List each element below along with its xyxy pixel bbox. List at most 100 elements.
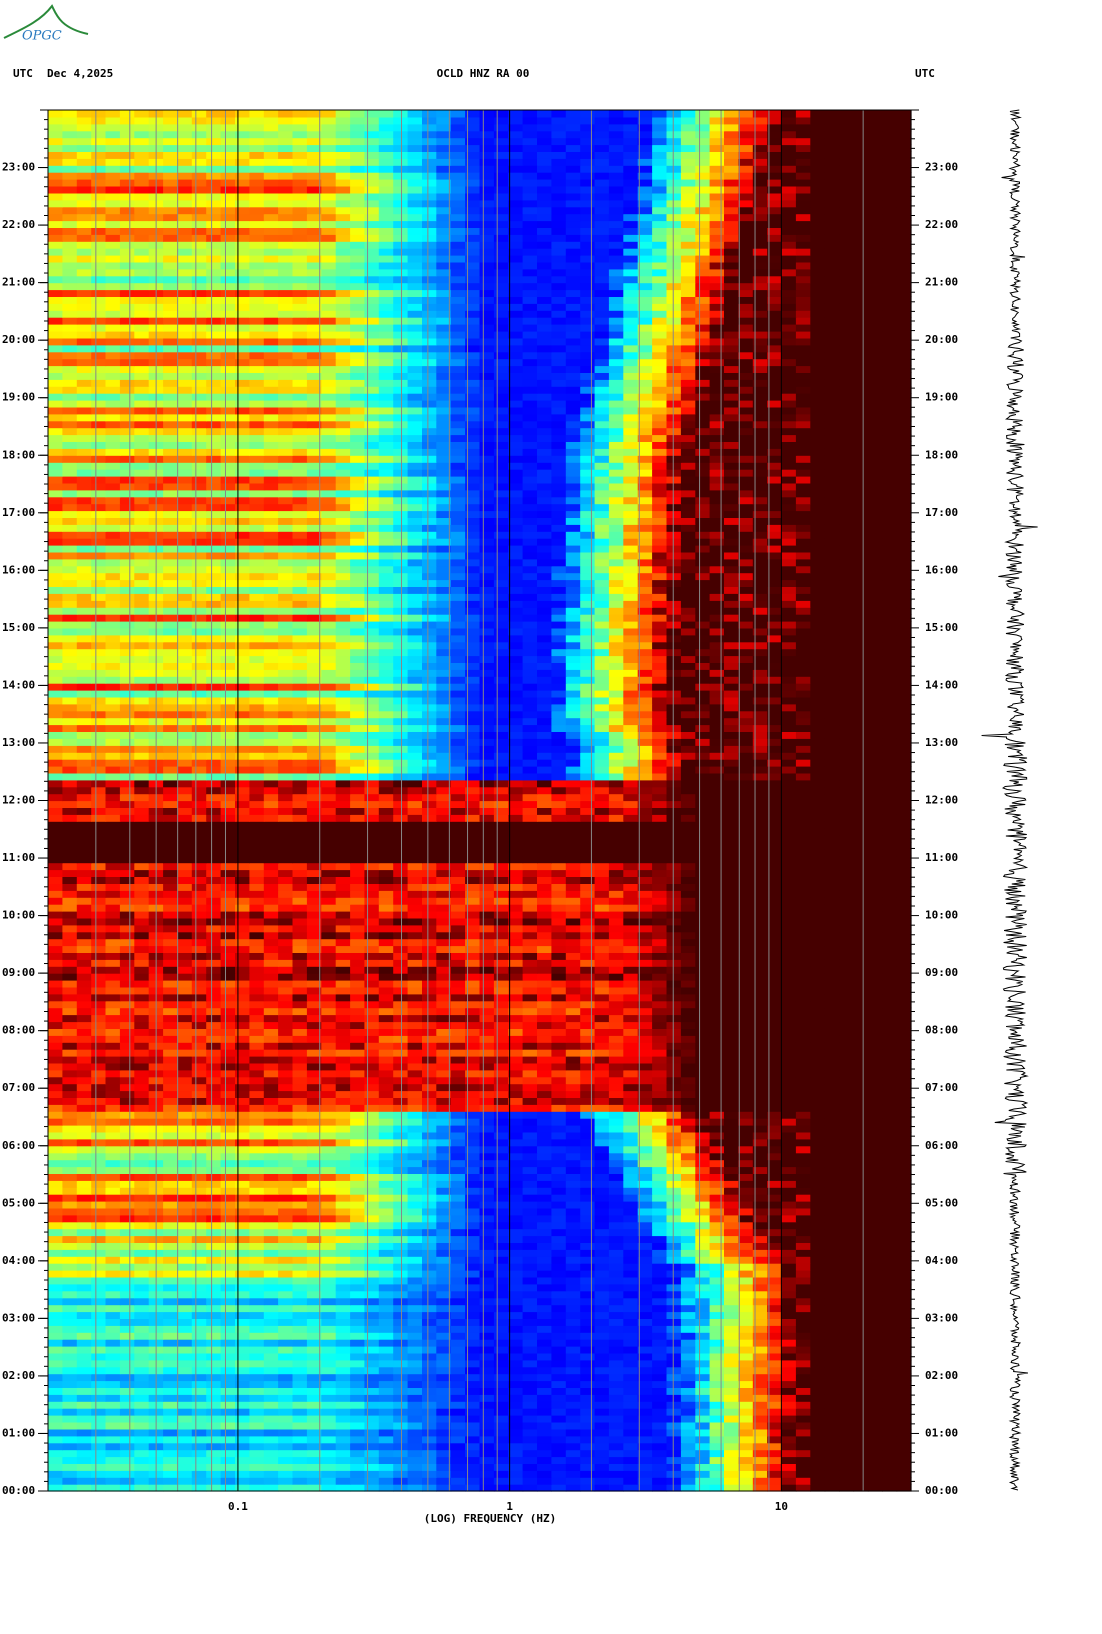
spectrogram-cell xyxy=(436,1166,452,1174)
spectrogram-cell xyxy=(795,1000,811,1009)
spectrogram-cell xyxy=(580,1187,596,1195)
spectrogram-cell xyxy=(335,1332,351,1340)
spectrogram-cell xyxy=(580,1311,596,1319)
spectrogram-cell xyxy=(335,1042,351,1050)
spectrogram-cell xyxy=(680,1214,696,1223)
spectrogram-cell xyxy=(292,1228,308,1237)
spectrogram-cell xyxy=(378,993,394,1002)
spectrogram-cell xyxy=(882,1173,898,1181)
spectrogram-cell xyxy=(709,1290,725,1299)
spectrogram-cell xyxy=(206,1442,222,1451)
spectrogram-cell xyxy=(422,959,437,967)
spectrogram-cell xyxy=(695,1318,711,1326)
spectrogram-cell xyxy=(752,1083,768,1092)
spectrogram-cell xyxy=(594,1145,610,1154)
spectrogram-cell xyxy=(48,1097,63,1105)
spectrogram-cell xyxy=(292,1477,308,1485)
spectrogram-cell xyxy=(479,1201,495,1209)
spectrogram-cell xyxy=(767,993,783,1002)
spectrogram-cell xyxy=(867,1428,883,1437)
spectrogram-cell xyxy=(839,945,855,953)
spectrogram-cell xyxy=(321,1242,337,1250)
spectrogram-cell xyxy=(249,993,265,1002)
spectrogram-cell xyxy=(235,1049,250,1057)
spectrogram-cell xyxy=(479,959,495,967)
spectrogram-cell xyxy=(565,1352,581,1361)
spectrogram-cell xyxy=(882,1270,898,1278)
spectrogram-cell xyxy=(781,1256,797,1264)
spectrogram-cell xyxy=(306,1097,322,1105)
spectrogram-cell xyxy=(422,938,437,947)
spectrogram-cell xyxy=(306,1214,322,1223)
spectrogram-cell xyxy=(479,1394,495,1402)
spectrogram-cell xyxy=(393,1152,409,1161)
spectrogram-cell xyxy=(177,1373,193,1382)
spectrogram-cell xyxy=(867,1035,883,1043)
spectrogram-cell xyxy=(249,1394,265,1402)
spectrogram-cell xyxy=(637,1214,653,1223)
spectrogram-cell xyxy=(48,980,63,988)
spectrogram-cell xyxy=(738,1415,754,1423)
spectrogram-cell xyxy=(565,1470,581,1478)
spectrogram-cell xyxy=(364,1166,380,1174)
spectrogram-cell xyxy=(824,1049,840,1057)
spectrogram-cell xyxy=(292,1090,308,1098)
spectrogram-cell xyxy=(767,1028,783,1036)
spectrogram-cell xyxy=(695,1062,711,1071)
spectrogram-cell xyxy=(551,1463,567,1471)
spectrogram-cell xyxy=(479,1470,495,1478)
spectrogram-cell xyxy=(810,1415,826,1423)
spectrogram-cell xyxy=(105,1159,121,1168)
spectrogram-cell xyxy=(62,945,78,953)
spectrogram-cell xyxy=(91,1346,107,1354)
spectrogram-cell xyxy=(522,1194,538,1202)
spectrogram-cell xyxy=(551,1180,567,1188)
spectrogram-cell xyxy=(177,1366,193,1375)
spectrogram-cell xyxy=(465,1138,481,1147)
spectrogram-cell xyxy=(235,1373,250,1382)
spectrogram-cell xyxy=(249,1290,265,1299)
spectrogram-cell xyxy=(565,1290,581,1299)
spectrogram-cell xyxy=(767,938,783,947)
spectrogram-cell xyxy=(493,1318,509,1326)
spectrogram-cell xyxy=(407,973,423,981)
spectrogram-cell xyxy=(465,1373,481,1382)
spectrogram-cell xyxy=(666,1228,682,1237)
spectrogram-cell xyxy=(565,1138,581,1147)
spectrogram-cell xyxy=(163,1242,179,1250)
spectrogram-cell xyxy=(724,1242,739,1250)
spectrogram-cell xyxy=(306,986,322,995)
spectrogram-cell xyxy=(608,1097,624,1105)
spectrogram-cell xyxy=(105,1380,121,1388)
spectrogram-cell xyxy=(105,1069,121,1078)
spectrogram-cell xyxy=(450,1214,466,1223)
spectrogram-cell xyxy=(637,1318,653,1326)
spectrogram-cell xyxy=(119,1394,135,1402)
spectrogram-cell xyxy=(882,952,898,960)
spectrogram-cell xyxy=(364,1311,380,1319)
spectrogram-cell xyxy=(105,924,121,933)
spectrogram-cell xyxy=(278,1339,294,1347)
spectrogram-cell xyxy=(781,1332,797,1340)
spectrogram-cell xyxy=(177,1449,193,1458)
spectrogram-cell xyxy=(422,1228,437,1237)
spectrogram-cell xyxy=(436,1173,452,1181)
spectrogram-cell xyxy=(378,1083,394,1092)
spectrogram-cell xyxy=(522,1104,538,1112)
spectrogram-cell xyxy=(76,1394,92,1402)
spectrogram-cell xyxy=(508,1214,524,1223)
spectrogram-cell xyxy=(62,1346,78,1354)
spectrogram-cell xyxy=(378,1007,394,1016)
spectrogram-cell xyxy=(508,1394,524,1402)
spectrogram-cell xyxy=(695,1290,711,1299)
spectrogram-cell xyxy=(364,1083,380,1092)
spectrogram-cell xyxy=(335,1359,351,1368)
spectrogram-cell xyxy=(623,1228,639,1237)
spectrogram-cell xyxy=(350,1442,366,1451)
spectrogram-cell xyxy=(350,1014,366,1023)
spectrogram-cell xyxy=(767,1263,783,1271)
spectrogram-cell xyxy=(781,1297,797,1306)
spectrogram-cell xyxy=(680,1228,696,1237)
spectrogram-cell xyxy=(608,1194,624,1202)
spectrogram-cell xyxy=(119,1159,135,1168)
